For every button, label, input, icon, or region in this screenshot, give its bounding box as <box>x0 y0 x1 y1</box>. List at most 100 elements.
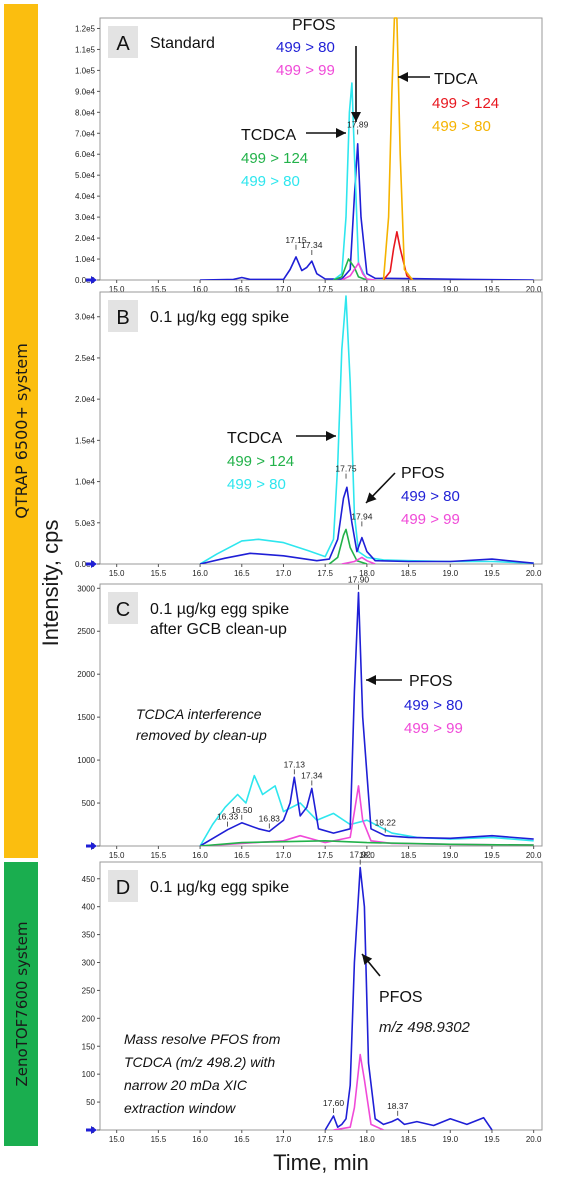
annotation-arrow-head <box>326 431 336 441</box>
panel-D-title: 0.1 µg/kg egg spike <box>150 879 289 896</box>
peak-label: 16.33 <box>217 812 239 822</box>
baseline-marker-icon <box>91 560 97 568</box>
annotation-transition: 499 > 99 <box>404 720 463 737</box>
panel-note-line: TCDCA (m/z 498.2) with <box>124 1054 275 1070</box>
y-tick-label: 8.0e4 <box>75 108 96 117</box>
x-tick-label: 15.5 <box>151 285 167 294</box>
y-tick-label: 1000 <box>77 756 95 765</box>
x-tick-label: 16.0 <box>192 569 208 578</box>
y-tick-label: 1.0e4 <box>75 478 96 487</box>
peak-label: 17.34 <box>301 240 323 250</box>
x-tick-label: 17.5 <box>317 1135 333 1144</box>
x-tick-label: 18.5 <box>401 851 417 860</box>
x-axis-label: Time, min <box>273 1150 369 1175</box>
x-tick-label: 17.5 <box>317 569 333 578</box>
trace-cyan <box>199 295 534 564</box>
trace-magenta <box>333 1053 384 1130</box>
x-tick-label: 19.5 <box>484 285 500 294</box>
panel-note-line: TCDCA interference <box>136 706 262 722</box>
y-tick-label: 5.0e4 <box>75 171 96 180</box>
annotation-arrow-head <box>366 675 376 685</box>
x-tick-label: 17.0 <box>276 569 292 578</box>
x-tick-label: 17.5 <box>317 285 333 294</box>
y-tick-label: 0.0e0 <box>75 276 96 285</box>
x-tick-label: 18.0 <box>359 851 375 860</box>
y-tick-label: 1.0e5 <box>75 66 96 75</box>
y-tick-label: 200 <box>82 1014 96 1023</box>
x-tick-label: 18.0 <box>359 569 375 578</box>
trace-gold <box>382 17 414 280</box>
baseline-marker-stem <box>86 844 92 848</box>
panel-note-line: removed by clean-up <box>136 727 267 743</box>
annotation-transition: 499 > 80 <box>276 39 335 56</box>
x-tick-label: 15.5 <box>151 569 167 578</box>
baseline-marker-icon <box>91 276 97 284</box>
panel-C: 05001000150020002500300015.015.516.016.5… <box>77 575 543 860</box>
x-tick-label: 16.0 <box>192 1135 208 1144</box>
annotation-transition: 499 > 80 <box>432 118 491 135</box>
peak-label: 18.37 <box>387 1101 409 1111</box>
trace-green <box>333 258 368 280</box>
y-tick-label: 3.0e4 <box>75 313 96 322</box>
panel-note-line: Mass resolve PFOS from <box>124 1031 281 1047</box>
annotation-title: PFOS <box>401 465 445 482</box>
trace-magenta <box>341 262 376 280</box>
annotation-transition: 499 > 124 <box>241 150 308 167</box>
annotation-arrow-head <box>336 128 346 138</box>
trace-magenta <box>341 556 376 564</box>
panel-A-letter: A <box>116 33 130 55</box>
x-tick-label: 17.0 <box>276 1135 292 1144</box>
y-axis-label: Intensity, cps <box>38 520 63 647</box>
panel-D-letter: D <box>116 877 130 899</box>
x-tick-label: 18.0 <box>359 1135 375 1144</box>
panel-note-line: extraction window <box>124 1100 236 1116</box>
annotation-title: TCDCA <box>227 430 282 447</box>
y-tick-label: 5.0e3 <box>75 519 96 528</box>
zenotof-system-bar <box>4 862 38 1146</box>
panel-C-title: 0.1 µg/kg egg spike <box>150 601 289 618</box>
y-tick-label: 2.0e4 <box>75 234 96 243</box>
x-tick-label: 15.0 <box>109 569 125 578</box>
x-tick-label: 18.5 <box>401 569 417 578</box>
panel-B-frame <box>99 291 543 565</box>
x-tick-label: 20.0 <box>526 285 542 294</box>
annotation-transition: 499 > 124 <box>227 453 294 470</box>
peak-label: 17.90 <box>348 575 370 585</box>
annotation-transition: m/z 498.9302 <box>379 1019 471 1036</box>
peak-label: 17.94 <box>351 511 373 521</box>
panel-A-letter-box <box>108 26 138 58</box>
annotation-title: PFOS <box>379 989 423 1006</box>
peak-label: 16.50 <box>231 805 253 815</box>
y-tick-label: 2.5e4 <box>75 354 96 363</box>
baseline-marker-icon <box>91 842 97 850</box>
panel-D-letter-box <box>108 870 138 902</box>
trace-blue <box>324 866 493 1130</box>
annotation-title: TCDCA <box>241 127 296 144</box>
x-tick-label: 18.0 <box>359 285 375 294</box>
annotation-transition: 499 > 99 <box>401 511 460 528</box>
y-tick-label: 4.0e4 <box>75 192 96 201</box>
panel-C-letter: C <box>116 599 130 621</box>
panel-A: 0.0e0 1.0e4 2.0e4 3.0e4 4.0e4 5.0e4 6.0e4 7.0e4… <box>75 17 543 294</box>
y-tick-label: 1.2e5 <box>75 24 96 33</box>
panel-B-letter-box <box>108 300 138 332</box>
y-tick-label: 100 <box>82 1070 96 1079</box>
trace-red <box>382 231 414 280</box>
panel-note-line: narrow 20 mDa XIC <box>124 1077 248 1093</box>
annotation-transition: 499 > 80 <box>401 488 460 505</box>
x-tick-label: 16.5 <box>234 285 250 294</box>
y-tick-label: 350 <box>82 931 96 940</box>
peak-label: 16.83 <box>259 813 281 823</box>
x-tick-label: 17.0 <box>276 851 292 860</box>
panel-D-frame <box>99 861 543 1131</box>
panel-C-frame <box>99 583 543 847</box>
x-tick-label: 19.0 <box>442 1135 458 1144</box>
y-tick-label: 9.0e4 <box>75 87 96 96</box>
panel-A-frame <box>99 17 543 281</box>
x-tick-label: 16.5 <box>234 1135 250 1144</box>
annotation-title: TDCA <box>434 71 478 88</box>
panel-A-title: Standard <box>150 35 215 52</box>
trace-blue <box>199 486 534 564</box>
panel-C-letter-box <box>108 592 138 624</box>
